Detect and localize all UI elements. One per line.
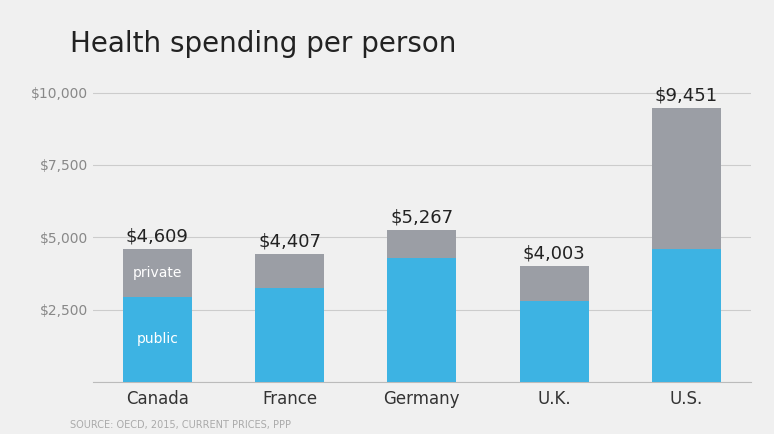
Text: $9,451: $9,451 (655, 87, 718, 105)
Bar (255, 288, 324, 382)
Text: Health spending per person: Health spending per person (70, 30, 456, 59)
Text: private: private (132, 266, 182, 279)
Bar (388, 230, 456, 257)
Text: $4,609: $4,609 (125, 227, 189, 245)
Bar (255, 254, 324, 288)
Text: $5,267: $5,267 (390, 208, 454, 226)
Bar (652, 108, 721, 249)
Bar (520, 266, 588, 301)
Text: $4,003: $4,003 (522, 245, 585, 263)
Text: $4,407: $4,407 (258, 233, 321, 251)
Bar (652, 249, 721, 382)
Bar (520, 301, 588, 382)
Bar (123, 249, 192, 296)
Text: public: public (136, 332, 178, 346)
Bar (388, 257, 456, 382)
Text: SOURCE: OECD, 2015, CURRENT PRICES, PPP: SOURCE: OECD, 2015, CURRENT PRICES, PPP (70, 420, 291, 430)
Bar (123, 296, 192, 382)
